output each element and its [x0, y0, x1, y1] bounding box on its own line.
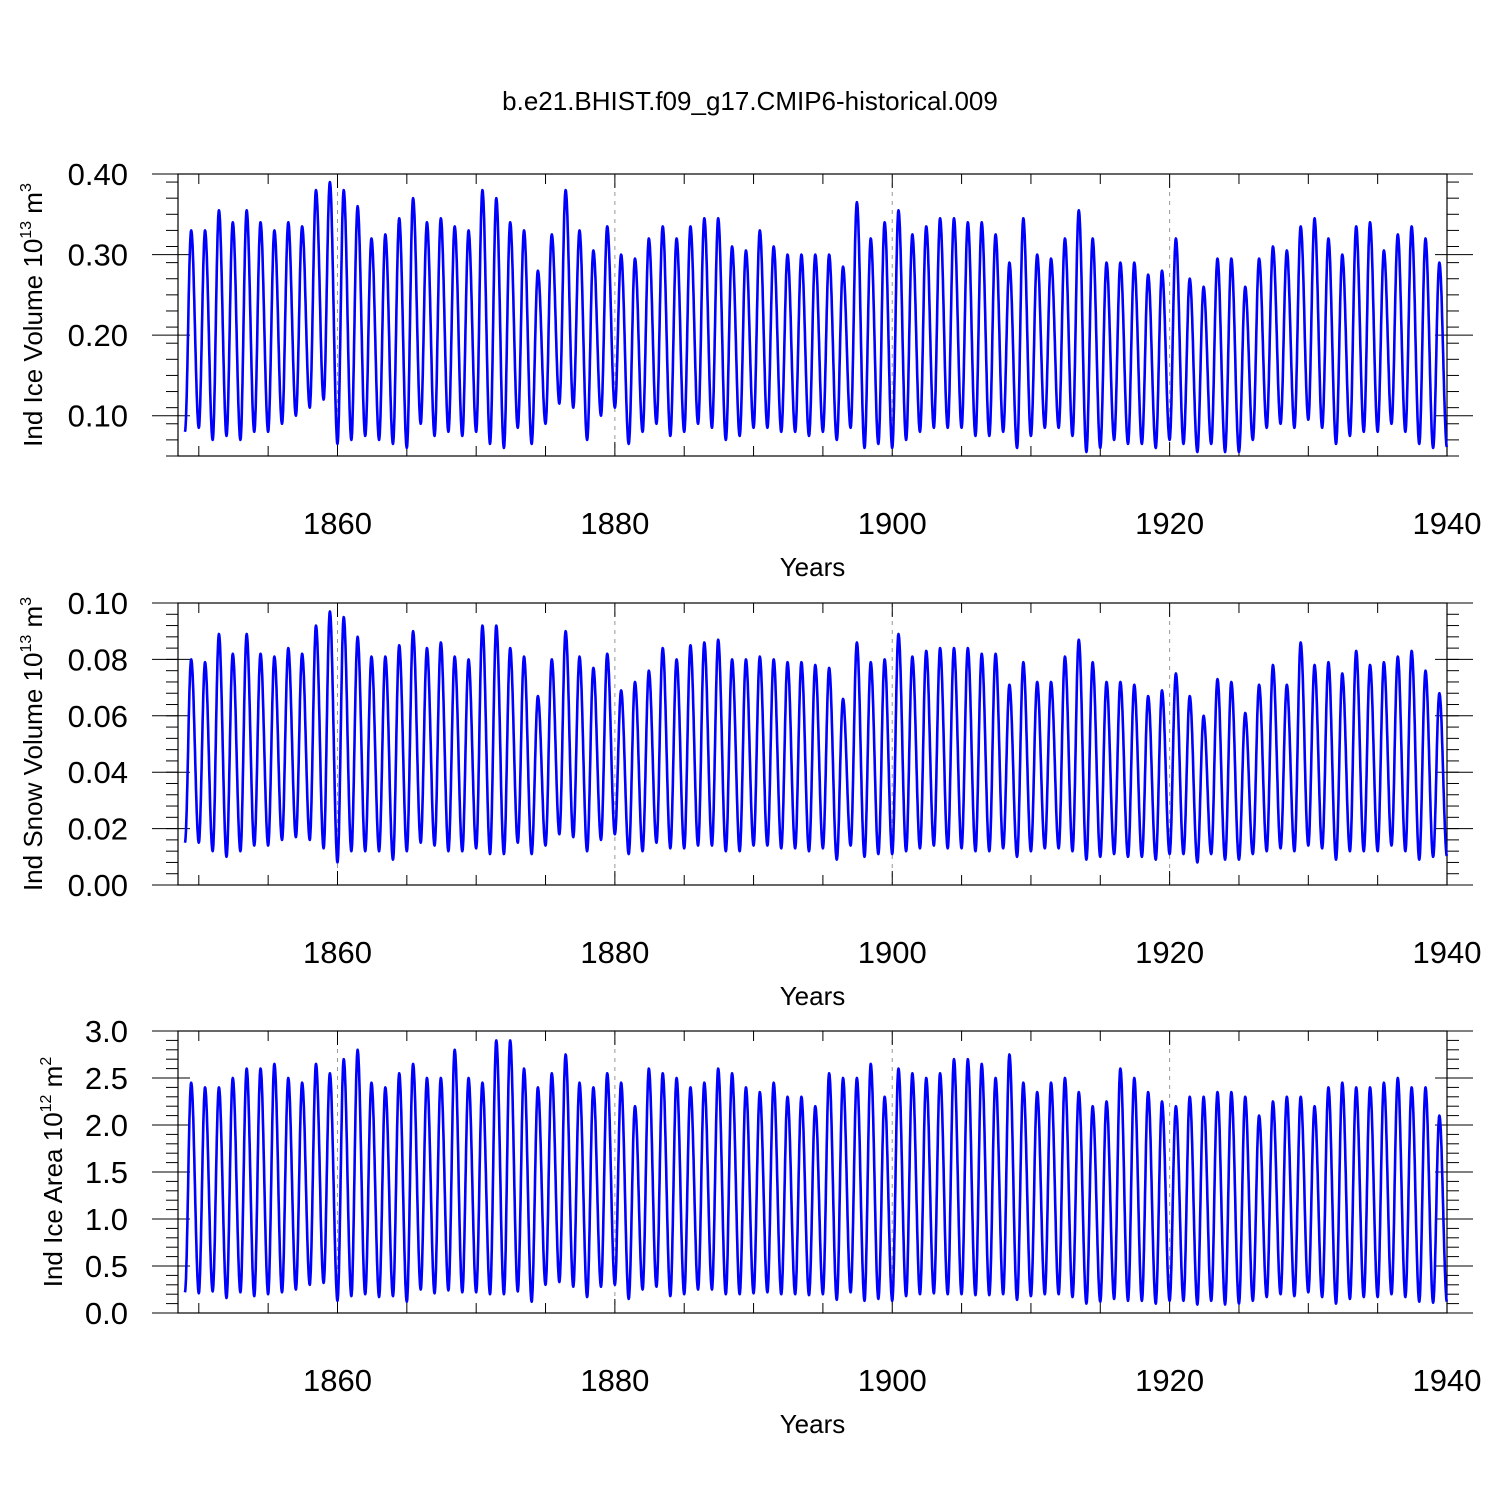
y-tick-label: 0.08	[68, 642, 128, 677]
y-tick-label: 0.40	[68, 157, 128, 192]
x-tick-label: 1920	[1135, 935, 1204, 970]
x-tick-label: 1880	[580, 1363, 649, 1398]
y-tick-label: 2.0	[85, 1108, 128, 1143]
y-axis-title-exponent: 2	[38, 1057, 55, 1066]
x-tick-label: 1920	[1135, 1363, 1204, 1398]
panel-3: 1860 1880 1900 1920 1940 0.0 0.5 1.0 1.5 2.0 2.5 3.…	[38, 1014, 1481, 1439]
plot-frame	[177, 173, 1448, 457]
y-tick-label: 0.10	[68, 586, 128, 621]
y-tick-label: 2.5	[85, 1061, 128, 1096]
y-tick-label: 0.02	[68, 812, 128, 847]
x-tick-label: 1920	[1135, 506, 1204, 541]
x-tick-label: 1940	[1413, 506, 1482, 541]
x-tick-label: 1940	[1413, 935, 1482, 970]
y-tick-label: 0.0	[85, 1296, 128, 1331]
x-tick-label: 1860	[303, 1363, 372, 1398]
series-line-ind-ice-volume	[183, 180, 1448, 454]
figure-title: b.e21.BHIST.f09_g17.CMIP6-historical.009	[502, 86, 998, 116]
y-tick-label: 0.20	[68, 318, 128, 353]
y-axis-title-text: m	[38, 1066, 68, 1095]
x-tick-label: 1860	[303, 935, 372, 970]
x-tick-label: 1940	[1413, 1363, 1482, 1398]
y-axis-title-text: m	[18, 606, 48, 635]
panels: 1860 1880 1900 1920 1940 0.10 0.20 0.30 0.40 Year…	[18, 157, 1481, 1439]
y-axis-title-exponent: 3	[18, 183, 35, 192]
x-axis-title: Years	[780, 1409, 846, 1439]
x-tick-label: 1880	[580, 506, 649, 541]
x-tick-label: 1900	[858, 1363, 927, 1398]
y-axis-title-text: Ind Snow Volume 10	[18, 653, 48, 892]
x-tick-label: 1860	[303, 506, 372, 541]
y-tick-label: 3.0	[85, 1014, 128, 1049]
x-tick-label: 1900	[858, 935, 927, 970]
x-tick-label: 1900	[858, 506, 927, 541]
y-axis-title: Ind Snow Volume 1013 m3	[18, 597, 48, 891]
y-tick-label: 0.5	[85, 1249, 128, 1284]
panel-2: 1860 1880 1900 1920 1940 0.00 0.02 0.04 0.06 0.08…	[18, 586, 1481, 1011]
y-tick-label: 0.06	[68, 699, 128, 734]
x-tick-label: 1880	[580, 935, 649, 970]
y-axis-title-text: m	[18, 192, 48, 221]
y-axis-title-exponent: 3	[18, 597, 35, 606]
y-axis-title-exponent: 13	[18, 635, 35, 653]
y-tick-label: 0.10	[68, 399, 128, 434]
series-line-ind-snow-volume	[183, 610, 1448, 864]
y-axis-title-exponent: 13	[18, 221, 35, 239]
y-tick-label: 1.0	[85, 1202, 128, 1237]
y-tick-label: 0.30	[68, 238, 128, 273]
y-tick-label: 1.5	[85, 1155, 128, 1190]
y-axis-title: Ind Ice Volume 1013 m3	[18, 183, 48, 447]
panel-1: 1860 1880 1900 1920 1940 0.10 0.20 0.30 0.40 Year…	[18, 157, 1481, 582]
x-axis-title: Years	[780, 552, 846, 582]
y-axis-title-text: Ind Ice Volume 10	[18, 239, 48, 447]
y-axis-title: Ind Ice Area 1012 m2	[38, 1057, 68, 1288]
y-tick-label: 0.04	[68, 755, 128, 790]
plot-frame	[177, 602, 1448, 886]
series-line-ind-ice-area	[183, 1039, 1448, 1306]
y-axis-title-exponent: 12	[38, 1094, 55, 1112]
y-tick-label: 0.00	[68, 868, 128, 903]
y-axis-title-text: Ind Ice Area 10	[38, 1112, 68, 1287]
x-axis-title: Years	[780, 981, 846, 1011]
